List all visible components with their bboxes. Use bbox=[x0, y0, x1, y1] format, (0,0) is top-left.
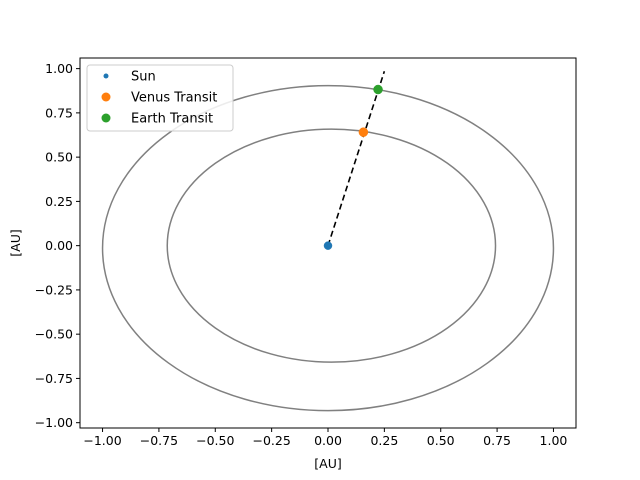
x-tick-label: 0.25 bbox=[370, 433, 398, 448]
x-tick-label: −0.25 bbox=[252, 433, 290, 448]
y-axis-label: [AU] bbox=[8, 229, 23, 256]
x-tick-label: −1.00 bbox=[83, 433, 121, 448]
x-tick-label: 0.00 bbox=[314, 433, 342, 448]
legend-label: Venus Transit bbox=[131, 91, 217, 106]
legend-marker-venus-transit bbox=[101, 92, 111, 102]
y-tick-label: 0.50 bbox=[45, 150, 73, 165]
x-tick-label: 0.75 bbox=[483, 433, 511, 448]
legend: Sun Venus Transit Earth Transit bbox=[86, 64, 234, 132]
y-tick-label: 0.25 bbox=[45, 194, 73, 209]
legend-label: Earth Transit bbox=[131, 112, 213, 127]
legend-box bbox=[86, 64, 234, 132]
orbit-1 bbox=[166, 128, 497, 363]
x-tick-label: −0.50 bbox=[196, 433, 234, 448]
y-tick-label: −0.25 bbox=[35, 282, 73, 297]
x-axis-ticks: −1.00 −0.75 −0.50 −0.25 0.00 0.25 0.50 0.75 1.00 bbox=[83, 428, 567, 448]
y-tick-label: 0.75 bbox=[45, 105, 73, 120]
point-earth-transit bbox=[373, 84, 383, 95]
point-venus-transit bbox=[358, 127, 369, 137]
y-tick-label: 1.00 bbox=[45, 61, 73, 76]
point-sun bbox=[323, 241, 333, 250]
x-tick-label: 1.00 bbox=[540, 433, 568, 448]
y-axis-ticks: 1.00 0.75 0.50 0.25 0.00 −0.25 −0.50 −0.75 −1.00 bbox=[35, 61, 80, 430]
transit-line bbox=[327, 71, 386, 246]
y-tick-label: −0.50 bbox=[35, 327, 73, 342]
x-tick-label: −0.75 bbox=[140, 433, 178, 448]
legend-marker-earth-transit bbox=[101, 113, 111, 123]
y-tick-label: 0.00 bbox=[45, 238, 73, 253]
plot-content bbox=[101, 71, 555, 412]
legend-marker-sun bbox=[103, 73, 109, 79]
legend-label: Sun bbox=[131, 70, 156, 85]
y-tick-label: −0.75 bbox=[35, 371, 73, 386]
y-tick-label: −1.00 bbox=[35, 415, 73, 430]
orbit-2 bbox=[101, 84, 555, 412]
x-tick-label: 0.50 bbox=[427, 433, 455, 448]
x-axis-label: [AU] bbox=[314, 456, 341, 471]
